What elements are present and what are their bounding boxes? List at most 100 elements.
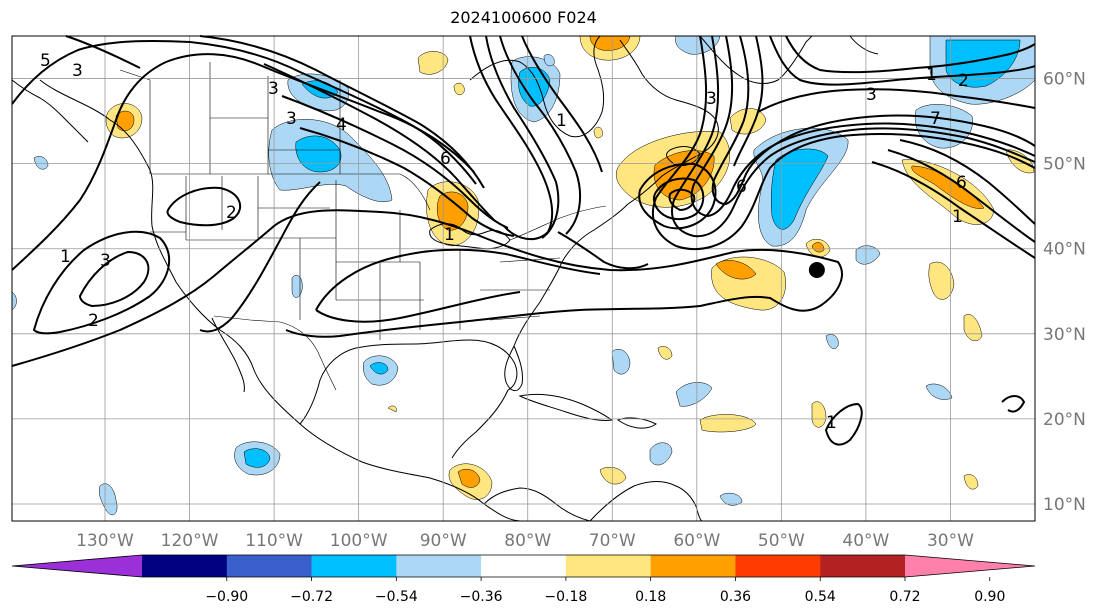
- colorbar-tick-label: −0.18: [544, 589, 587, 605]
- colorbar-swatch: [226, 555, 313, 577]
- contour-nw-1: [11, 53, 475, 271]
- colorbar-swatch: [735, 555, 821, 577]
- colorbar-tick-label: 0.36: [720, 589, 751, 605]
- contour-2-plains: [199, 181, 321, 333]
- shade-lightblue-carib2: [675, 382, 713, 407]
- border-us-states-1: [150, 176, 461, 340]
- contour-2-idaho: [166, 186, 242, 227]
- colorbar-extend-low: [12, 555, 142, 577]
- contour-label: 1: [60, 247, 71, 267]
- shade-yellow-small5: [963, 474, 979, 490]
- contour-trough-east2: [499, 35, 582, 235]
- latitude-tick-label: 40°N: [1043, 240, 1086, 260]
- latitude-tick-label: 20°N: [1043, 410, 1086, 430]
- contour-label: 2: [88, 311, 99, 331]
- contour-label: 5: [40, 51, 51, 71]
- location-marker: [808, 261, 825, 278]
- longitude-tick-label: 80°W: [504, 531, 551, 551]
- colorbar-swatch: [142, 555, 228, 577]
- colorbar-tick-label: −0.54: [375, 589, 418, 605]
- coast-hudson: [469, 35, 605, 138]
- contour-label: 1: [952, 207, 963, 227]
- contour-atl-3: [690, 35, 1036, 218]
- contour-label: 1: [826, 413, 837, 433]
- contour-atl-1: [651, 35, 1036, 251]
- contour-atl-low-inner2: [652, 177, 705, 220]
- shade-orange-centam: [457, 469, 481, 488]
- contour-label: 3: [72, 61, 83, 81]
- colorbar-tick-label: 0.54: [805, 589, 836, 605]
- shade-yellow-small6: [593, 126, 603, 139]
- contour-label: 3: [268, 79, 279, 99]
- shade-orange-az: [715, 260, 757, 280]
- latitude-tick-label: 10°N: [1043, 495, 1086, 515]
- coast-hispaniola: [616, 417, 657, 429]
- longitude-tick-label: 130°W: [76, 531, 134, 551]
- coast-yucatan-cam: [451, 389, 591, 522]
- shade-yellow-small2: [811, 401, 827, 428]
- colorbar-swatch: [650, 555, 736, 577]
- longitude-tick-label: 30°W: [927, 531, 974, 551]
- contour-atl-7: [785, 35, 1036, 74]
- shade-yellow-labrador: [417, 51, 449, 75]
- coast-greenland-e: [849, 35, 879, 55]
- contour-atl-low-inner3: [668, 188, 696, 212]
- contour-label: 2: [958, 71, 969, 91]
- contour-label: 4: [336, 115, 347, 135]
- border-us-mexico: [213, 315, 337, 391]
- contour-atl-5: [733, 35, 1036, 167]
- map-frame: [11, 35, 1036, 522]
- contour-trough-east3: [521, 35, 603, 173]
- shade-yellow-small3: [599, 467, 627, 485]
- longitude-tick-label: 110°W: [245, 531, 303, 551]
- shade-lightblue-sw: [291, 275, 303, 298]
- latitude-labels: 60°N 50°N 40°N 30°N 20°N 10°N: [1043, 70, 1086, 515]
- shade-blue-canada: [295, 135, 342, 173]
- contour-label: 1: [556, 111, 567, 131]
- longitude-tick-label: 50°W: [758, 531, 805, 551]
- contour-nw-2: [11, 39, 477, 185]
- shade-yellow-east1: [928, 261, 955, 300]
- contour-label: 6: [736, 177, 747, 197]
- shade-lightblue-carib1: [611, 349, 631, 375]
- contour-label: 6: [956, 173, 967, 193]
- colorbar-outline: [11, 554, 1036, 578]
- shade-yellow-east2: [963, 314, 983, 342]
- colorbar-tick-label: −0.72: [290, 589, 333, 605]
- longitude-tick-label: 90°W: [420, 531, 467, 551]
- contour-trough-east4: [485, 35, 560, 239]
- shade-lightblue-east-s: [925, 383, 953, 400]
- latitude-tick-label: 30°N: [1043, 325, 1086, 345]
- contour-nw-6: [299, 127, 515, 237]
- contour-lines: [11, 35, 1036, 446]
- coast-greenland: [699, 35, 813, 84]
- longitude-tick-label: 40°W: [842, 531, 889, 551]
- contour-south-1b: [824, 402, 863, 446]
- contour-label: 3: [100, 251, 111, 271]
- coast-baja: [211, 317, 245, 393]
- coast-florida: [504, 345, 523, 391]
- shade-yellow-small8: [387, 405, 397, 413]
- contour-label: 1: [926, 65, 937, 85]
- contour-east-small: [1001, 395, 1026, 413]
- colorbar-tick-label: −0.36: [460, 589, 503, 605]
- colorbar-tick-label: 0.90: [974, 589, 1005, 605]
- longitude-tick-label: 100°W: [330, 531, 388, 551]
- coast-gulf-mexico: [299, 339, 518, 425]
- border-us-canada: [152, 173, 607, 241]
- shade-lightblue-east-m: [855, 245, 881, 265]
- contour-2-west: [32, 230, 170, 335]
- longitude-labels: 130°W 120°W 110°W 100°W 90°W 80°W 70°W 60°W 50°W…: [76, 531, 974, 551]
- shade-blue-atl-north: [770, 148, 829, 230]
- contour-label: 3: [286, 109, 297, 129]
- shade-yellow-small7: [453, 82, 465, 96]
- contour-label: 1: [444, 225, 455, 245]
- colorbar-swatch: [311, 555, 397, 577]
- contour-nw-5: [281, 95, 509, 229]
- shaded-fields: [11, 35, 1036, 516]
- contour-nw-3: [65, 35, 485, 189]
- contour-atl-2: [671, 35, 1036, 238]
- contour-label: 3: [866, 85, 877, 105]
- contour-atl-low-inner1: [638, 162, 717, 230]
